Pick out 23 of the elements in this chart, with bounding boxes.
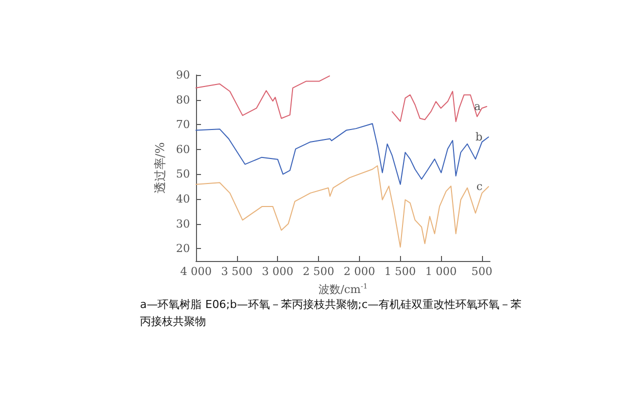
line-series xyxy=(196,123,490,185)
line-series xyxy=(196,165,490,248)
y-tick-label: 60 xyxy=(176,142,190,156)
y-tick-label: 40 xyxy=(176,192,190,206)
x-tick-label: 1 000 xyxy=(425,265,457,278)
y-tick-label: 90 xyxy=(176,68,190,82)
x-tick-label: 1 500 xyxy=(384,265,416,278)
y-axis-title: 透过率/% xyxy=(153,142,167,194)
x-tick-label: 2 500 xyxy=(302,265,334,278)
series-label: b xyxy=(475,130,483,144)
y-tick-label: 80 xyxy=(176,93,190,106)
y-tick-label: 70 xyxy=(176,118,190,132)
x-tick-label: 4 000 xyxy=(180,265,212,278)
series-label: c xyxy=(476,180,483,194)
x-tick-label: 3 500 xyxy=(221,265,253,278)
text: a—环氧树脂 E06;b—环氧－苯丙接枝共聚物;c—有机硅双重改性环氧环氧－苯丙接枝共聚物 xyxy=(140,298,522,328)
y-tick-label: 50 xyxy=(176,168,190,181)
x-tick-label: 500 xyxy=(471,265,492,278)
y-tick-label: 20 xyxy=(176,242,190,256)
x-tick-label: 3 000 xyxy=(262,265,294,278)
x-tick-label: 2 000 xyxy=(344,265,376,278)
y-tick-label: 30 xyxy=(176,217,190,230)
series-label: a xyxy=(474,100,482,113)
